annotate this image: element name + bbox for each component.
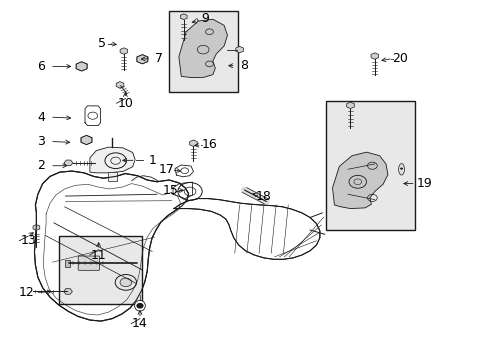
- Polygon shape: [189, 140, 197, 147]
- Polygon shape: [63, 289, 72, 294]
- Polygon shape: [33, 225, 40, 230]
- Text: 11: 11: [91, 248, 106, 261]
- Text: 4: 4: [37, 111, 45, 123]
- Polygon shape: [76, 62, 87, 71]
- Text: 8: 8: [240, 59, 248, 72]
- Text: 20: 20: [391, 52, 407, 65]
- Text: 14: 14: [132, 317, 147, 330]
- Text: 17: 17: [159, 163, 174, 176]
- FancyBboxPatch shape: [325, 102, 414, 230]
- Ellipse shape: [398, 163, 404, 175]
- Polygon shape: [64, 160, 73, 166]
- Text: 3: 3: [37, 135, 45, 148]
- Polygon shape: [179, 19, 227, 77]
- Polygon shape: [332, 152, 387, 208]
- Circle shape: [120, 278, 131, 287]
- Polygon shape: [370, 53, 378, 59]
- Polygon shape: [34, 171, 188, 321]
- Text: 15: 15: [163, 184, 178, 197]
- Polygon shape: [120, 48, 127, 54]
- Circle shape: [137, 303, 142, 308]
- Polygon shape: [346, 102, 354, 109]
- Ellipse shape: [134, 300, 145, 311]
- Text: 16: 16: [201, 139, 217, 152]
- Text: 2: 2: [37, 159, 45, 172]
- Text: 5: 5: [98, 37, 106, 50]
- Bar: [108, 172, 117, 181]
- Polygon shape: [116, 82, 123, 88]
- Text: 12: 12: [19, 286, 35, 299]
- FancyBboxPatch shape: [59, 236, 142, 304]
- Polygon shape: [90, 147, 135, 173]
- Text: 10: 10: [117, 97, 133, 110]
- Circle shape: [399, 167, 402, 170]
- Text: 9: 9: [201, 12, 209, 25]
- Text: 1: 1: [148, 154, 156, 167]
- Polygon shape: [235, 46, 243, 53]
- Text: 19: 19: [416, 177, 431, 190]
- Polygon shape: [137, 55, 147, 64]
- Text: 6: 6: [37, 60, 45, 73]
- Polygon shape: [81, 135, 92, 145]
- Text: 7: 7: [155, 52, 163, 65]
- Polygon shape: [174, 199, 319, 259]
- Polygon shape: [180, 14, 187, 19]
- Text: 18: 18: [256, 190, 271, 203]
- FancyBboxPatch shape: [78, 256, 100, 270]
- FancyBboxPatch shape: [169, 11, 238, 93]
- Bar: [64, 260, 70, 267]
- Text: 13: 13: [20, 234, 36, 247]
